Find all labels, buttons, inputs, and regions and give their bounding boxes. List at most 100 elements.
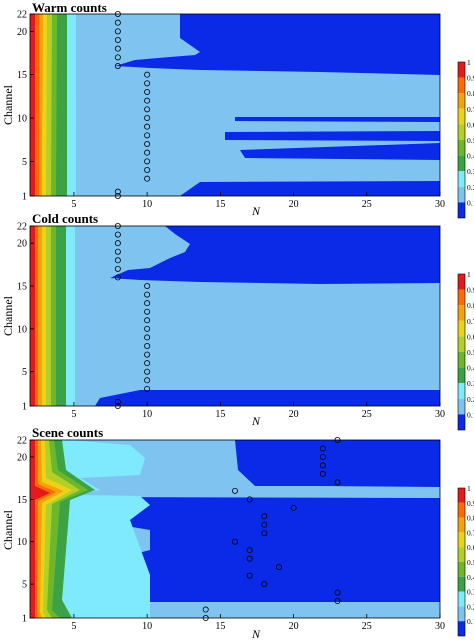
colorbar-swatch (458, 305, 465, 321)
contour-band-0.1 (235, 440, 440, 487)
colorbar-tick-label: 0.2 (467, 395, 474, 404)
optimal-n-marker (144, 360, 151, 367)
colorbar-tick-label: 1 (467, 484, 471, 493)
optimal-n-markers (114, 10, 151, 199)
optimal-n-marker (144, 97, 151, 104)
colorbar-tick-label: 0.4 (467, 152, 474, 161)
colorbar-tick-label: 0.1 (467, 410, 474, 419)
y-tick-label: 1 (22, 192, 27, 203)
contour-band-0.1 (95, 497, 440, 602)
y-tick-label: 15 (17, 282, 27, 293)
x-tick-label: 5 (71, 409, 76, 420)
colorbar-tick-label: 0.2 (467, 602, 474, 611)
optimal-n-marker (144, 351, 151, 358)
colorbar-swatch (458, 621, 465, 636)
colorbar: 1 0.9 0.8 0.7 0.6 0.5 0.4 0.3 0.2 0.1 (457, 270, 474, 431)
colorbar-tick-label: 1 (467, 58, 471, 67)
y-tick-label: 15 (17, 70, 27, 81)
contour-band-0.1 (110, 226, 440, 284)
y-axis-label: Channel (1, 509, 15, 550)
colorbar-swatch (458, 517, 465, 533)
y-tick-label: 1 (22, 614, 27, 625)
x-tick-label: 25 (362, 199, 372, 210)
contour-band-0.1 (180, 181, 440, 196)
colorbar-tick-label: 0.4 (467, 573, 474, 582)
optimal-n-marker (261, 581, 268, 588)
colorbar-swatch (458, 352, 465, 368)
x-tick-label: 30 (435, 199, 445, 210)
colorbar-swatch (458, 547, 465, 562)
colorbar-swatch (458, 124, 465, 140)
contour-band-0.9 (30, 440, 56, 618)
optimal-n-marker (114, 37, 121, 44)
colorbar-swatch (458, 336, 465, 352)
contour-band-0.1 (240, 143, 440, 160)
optimal-n-marker (144, 342, 151, 349)
optimal-n-marker (114, 257, 121, 264)
colorbar-swatch (458, 606, 465, 622)
optimal-n-marker (114, 231, 121, 238)
y-tick-label: 10 (17, 114, 27, 125)
colorbar-tick-label: 0.4 (467, 364, 474, 373)
colorbar-tick-label: 0.1 (467, 617, 474, 626)
colorbar-tick-label: 0.7 (467, 528, 474, 537)
optimal-n-marker (114, 398, 121, 405)
colorbar-tick-label: 0.1 (467, 198, 474, 207)
optimal-n-marker (144, 132, 151, 139)
optimal-n-markers (114, 222, 151, 409)
optimal-n-marker (231, 538, 238, 545)
y-tick-label: 1 (22, 402, 27, 413)
x-tick-label: 25 (362, 409, 372, 420)
x-tick-label: 30 (435, 621, 445, 632)
contour-band-1 (30, 440, 50, 618)
optimal-n-marker (114, 45, 121, 52)
colorbar-swatch (458, 289, 465, 306)
optimal-n-marker (319, 453, 326, 460)
colorbar-swatch (458, 383, 465, 399)
optimal-n-marker (246, 572, 253, 579)
contour-band-1 (30, 226, 35, 406)
plot-frame (29, 439, 441, 619)
colorbar: 1 0.9 0.8 0.7 0.6 0.5 0.4 0.3 0.2 0.1 (457, 484, 474, 637)
colorbar-tick-label: 0.9 (467, 74, 474, 83)
colorbar-tick-label: 0.3 (467, 379, 474, 388)
optimal-n-marker (144, 89, 151, 96)
y-tick-label: 20 (17, 239, 27, 250)
optimal-n-marker (144, 123, 151, 130)
x-tick-label: 20 (289, 409, 299, 420)
optimal-n-marker (319, 445, 326, 452)
optimal-n-marker (144, 334, 151, 341)
optimal-n-marker (144, 166, 151, 173)
colorbar-frame (457, 61, 466, 219)
colorbar-tick-label: 0.5 (467, 558, 474, 567)
colorbar-swatch (458, 108, 465, 125)
x-tick-label: 20 (289, 199, 299, 210)
optimal-n-marker (290, 504, 297, 511)
colorbar-swatch (458, 77, 465, 94)
optimal-n-marker (246, 496, 253, 503)
optimal-n-marker (202, 606, 209, 613)
optimal-n-marker (114, 54, 121, 61)
colorbar-swatch (458, 591, 465, 607)
optimal-n-marker (114, 28, 121, 35)
x-axis: 5 10 15 20 25 30 (71, 614, 445, 632)
optimal-n-marker (334, 598, 341, 605)
x-tick-label: 15 (215, 199, 225, 210)
panel-title: Scene counts (32, 425, 103, 440)
x-tick-label: 10 (142, 199, 152, 210)
x-tick-label: 10 (142, 409, 152, 420)
colorbar-tick-label: 1 (467, 270, 471, 279)
colorbar-tick-label: 0.3 (467, 588, 474, 597)
contour-band-0.1 (235, 117, 440, 122)
optimal-n-marker (144, 308, 151, 315)
optimal-n-marker (231, 487, 238, 494)
optimal-n-marker (334, 589, 341, 596)
y-tick-label: 5 (22, 367, 27, 378)
y-tick-label: 10 (17, 537, 27, 548)
colorbar-tick-label: 0.2 (467, 183, 474, 192)
x-tick-label: 30 (435, 409, 445, 420)
colorbar-tick-label: 0.3 (467, 167, 474, 176)
